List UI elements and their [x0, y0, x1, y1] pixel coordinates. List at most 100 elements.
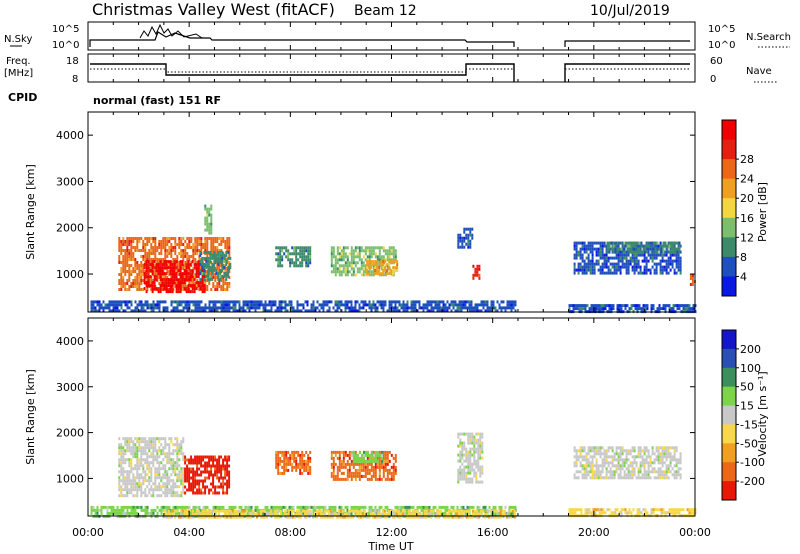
- power-echo-cell: [194, 243, 197, 246]
- power-echo-cell: [678, 250, 681, 254]
- power-echo-cell: [574, 304, 577, 308]
- velocity-echo-cell: [154, 470, 157, 474]
- velocity-echo-cell: [214, 455, 217, 459]
- power-echo-cell: [201, 271, 204, 275]
- velocity-echo-cell: [637, 470, 640, 474]
- velocity-echo-cell: [645, 473, 648, 477]
- velocity-echo-cell: [342, 450, 345, 454]
- power-echo-cell: [652, 304, 655, 308]
- power-echo-cell: [352, 267, 355, 271]
- velocity-echo-cell: [285, 459, 288, 463]
- power-echo-cell: [166, 240, 169, 243]
- power-echo-cell: [118, 288, 121, 291]
- power-echo-cell: [660, 307, 663, 311]
- velocity-echo-cell: [176, 491, 179, 495]
- power-echo-cell: [601, 247, 604, 251]
- velocity-echo-cell: [597, 476, 600, 480]
- power-echo-cell: [217, 262, 220, 266]
- power-echo-cell: [346, 300, 349, 304]
- power-echo-cell: [210, 237, 213, 240]
- power-echo-cell: [142, 288, 145, 291]
- velocity-echo-cell: [118, 494, 121, 498]
- power-echo-cell: [198, 288, 201, 291]
- power-echo-cell: [301, 264, 304, 268]
- power-echo-cell: [334, 273, 337, 277]
- velocity-echo-cell: [611, 455, 614, 459]
- power-echo-cell: [410, 306, 413, 310]
- velocity-echo-cell: [206, 467, 209, 471]
- velocity-echo-cell: [206, 476, 209, 480]
- velocity-echo-cell: [677, 473, 680, 477]
- velocity-echo-cell: [174, 473, 177, 477]
- power-echo-cell: [180, 249, 183, 252]
- power-echo-cell: [597, 241, 600, 245]
- power-echo-cell: [459, 245, 462, 249]
- power-echo-cell: [183, 281, 186, 285]
- velocity-echo-cell: [332, 450, 335, 454]
- power-echo-cell: [203, 271, 206, 275]
- power-echo-cell: [220, 306, 223, 310]
- power-echo-cell: [330, 258, 333, 262]
- power-echo-cell: [426, 309, 429, 313]
- power-echo-cell: [376, 269, 379, 273]
- power-echo-cell: [204, 309, 207, 313]
- power-echo-cell: [183, 269, 186, 273]
- velocity-echo-cell: [218, 479, 221, 483]
- power-echo-cell: [143, 263, 146, 267]
- power-echo-cell: [142, 264, 145, 267]
- power-echo-cell: [164, 246, 167, 249]
- velocity-echo-cell: [457, 432, 460, 436]
- velocity-echo-cell: [188, 485, 191, 489]
- power-echo-cell: [356, 309, 359, 313]
- power-echo-cell: [124, 282, 127, 285]
- power-echo-cell: [216, 288, 219, 291]
- velocity-echo-cell: [138, 479, 141, 483]
- velocity-echo-cell: [300, 508, 303, 512]
- power-echo-cell: [138, 303, 141, 307]
- velocity-echo-cell: [631, 449, 634, 453]
- power-echo-cell: [191, 260, 194, 264]
- power-echo-cell: [226, 288, 229, 291]
- power-echo-cell: [366, 266, 369, 270]
- velocity-echo-cell: [384, 462, 387, 466]
- power-echo-cell: [300, 303, 303, 307]
- power-echo-cell: [167, 260, 170, 264]
- velocity-echo-cell: [162, 508, 165, 512]
- power-echo-cell: [394, 303, 397, 307]
- power-echo-cell: [605, 271, 608, 275]
- velocity-echo-cell: [473, 444, 476, 448]
- power-echo-cell: [633, 262, 636, 266]
- power-echo-cell: [210, 300, 213, 304]
- velocity-echo-cell: [374, 462, 377, 466]
- velocity-echo-cell: [591, 449, 594, 453]
- power-echo-cell: [348, 252, 351, 256]
- power-echo-cell: [203, 262, 206, 266]
- power-echo-cell: [227, 268, 230, 272]
- velocity-echo-cell: [156, 467, 159, 471]
- velocity-echo-cell: [122, 446, 125, 450]
- power-echo-cell: [200, 246, 203, 249]
- velocity-echo-cell: [643, 476, 646, 480]
- power-echo-cell: [136, 261, 139, 264]
- power-echo-cell: [432, 300, 435, 304]
- velocity-echo-cell: [156, 505, 159, 509]
- velocity-echo-cell: [156, 461, 159, 465]
- power-echo-cell: [230, 300, 233, 304]
- power-echo-cell: [626, 304, 629, 308]
- power-echo-cell: [678, 247, 681, 251]
- velocity-echo-cell: [605, 467, 608, 471]
- power-echo-cell: [120, 243, 123, 246]
- velocity-echo-cell: [611, 476, 614, 480]
- power-echo-cell: [573, 253, 576, 257]
- power-echo-cell: [352, 252, 355, 256]
- power-echo-cell: [336, 267, 339, 271]
- power-echo-cell: [274, 300, 277, 304]
- power-echo-cell: [146, 243, 149, 246]
- power-echo-cell: [350, 273, 353, 277]
- power-echo-cell: [169, 287, 172, 291]
- power-echo-cell: [406, 309, 409, 313]
- velocity-echo-cell: [158, 470, 161, 474]
- power-echo-cell: [280, 306, 283, 310]
- velocity-echo-cell: [220, 505, 223, 509]
